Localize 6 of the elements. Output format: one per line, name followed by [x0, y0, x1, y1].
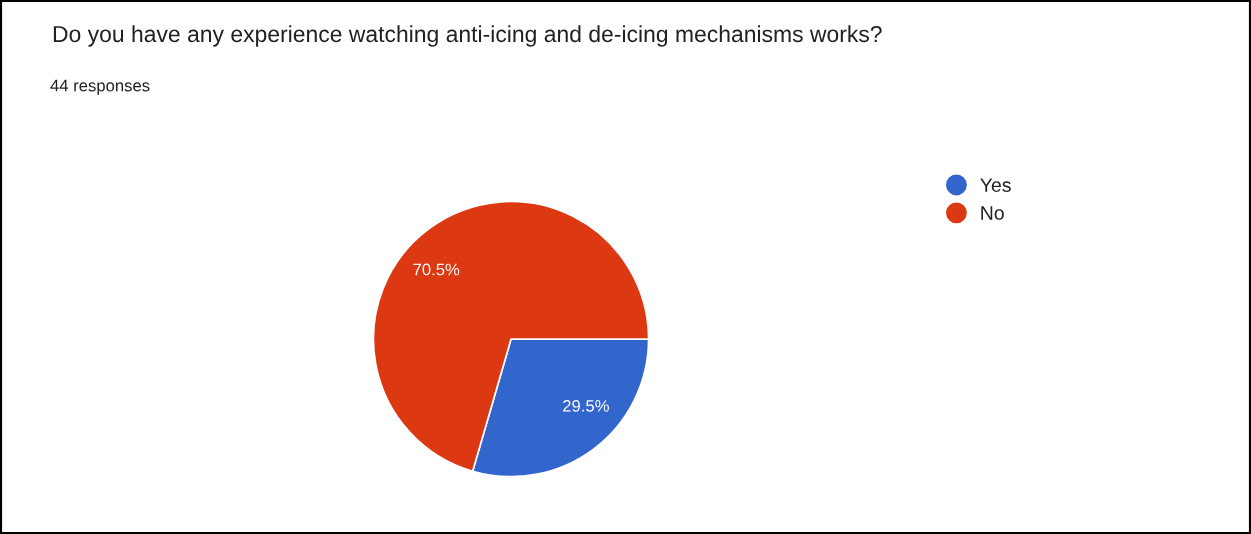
- data-label: 29.5%: [563, 399, 609, 412]
- text: 44 responses: [50, 79, 150, 95]
- legend-label: No: [981, 206, 1004, 220]
- legend-label: Yes: [980, 178, 1011, 192]
- data-label: 70.5%: [413, 263, 460, 276]
- chart-title: Do you have any experience watching anti-icing and de-icing mechanisms works?: [53, 25, 882, 47]
